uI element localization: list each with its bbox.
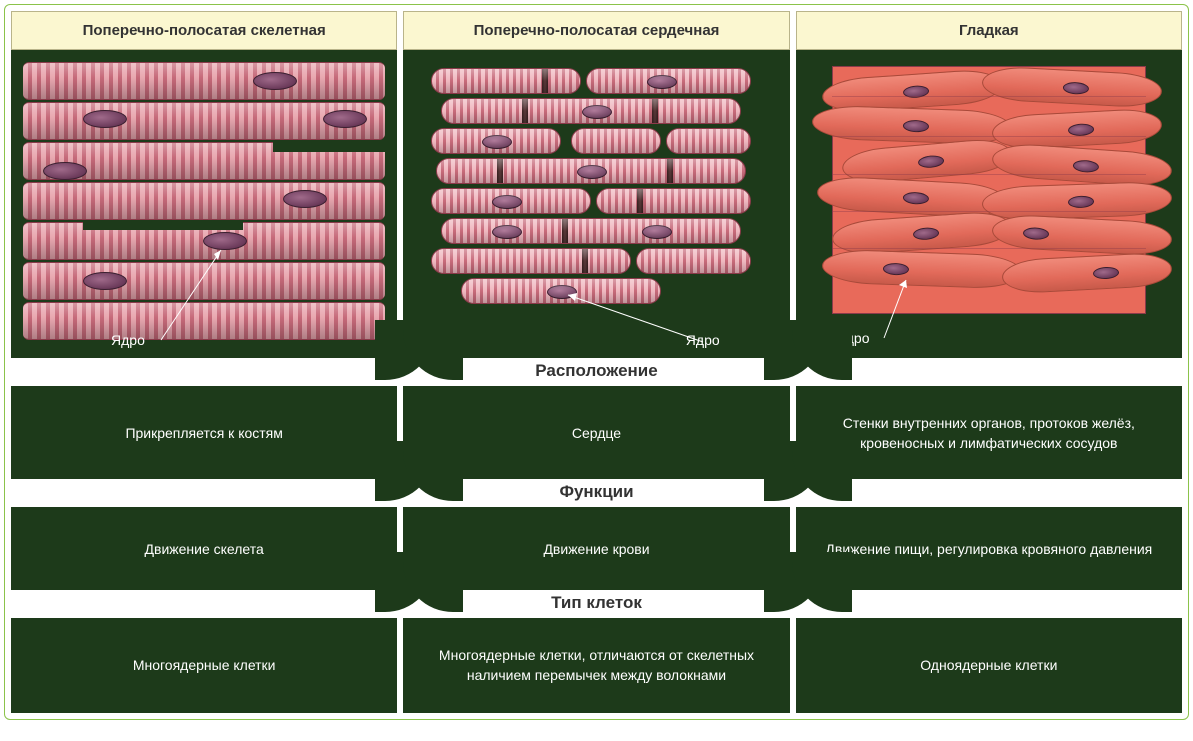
- location-skeletal: Прикрепляется к костям: [11, 386, 397, 481]
- section-functions: Функции: [11, 481, 1182, 507]
- illus-skeletal: Ядро: [11, 50, 397, 360]
- section-location: Расположение: [11, 360, 1182, 386]
- cardiac-nucleus-target: [547, 285, 577, 299]
- row-celltype: Многоядерные клетки Многоядерные клетки,…: [11, 618, 1182, 713]
- functions-smooth: Движение пищи, регулировка кровяного дав…: [796, 507, 1182, 592]
- illus-smooth: Ядро: [796, 50, 1182, 360]
- section-title-functions: Функции: [11, 479, 1182, 507]
- section-title-location: Расположение: [11, 358, 1182, 386]
- functions-skeletal: Движение скелета: [11, 507, 397, 592]
- col-header-skeletal: Поперечно-полосатая скелетная: [11, 11, 397, 50]
- location-smooth: Стенки внутренних органов, протоков желё…: [796, 386, 1182, 481]
- illustration-row: Ядро: [11, 50, 1182, 360]
- celltype-skeletal: Многоядерные клетки: [11, 618, 397, 713]
- infographic-frame: Поперечно-полосатая скелетная Поперечно-…: [4, 4, 1189, 720]
- header-row: Поперечно-полосатая скелетная Поперечно-…: [11, 11, 1182, 50]
- smooth-nucleus-near: [1022, 227, 1049, 240]
- section-title-celltype: Тип клеток: [11, 590, 1182, 618]
- nucleus-label-cardiac: Ядро: [686, 332, 720, 348]
- illus-cardiac: Ядро: [403, 50, 789, 360]
- skeletal-nucleus-target: [203, 232, 247, 250]
- smooth-nucleus-target: [882, 263, 908, 276]
- section-celltype: Тип клеток: [11, 592, 1182, 618]
- nucleus-label-skeletal: Ядро: [111, 332, 145, 348]
- col-header-smooth: Гладкая: [796, 11, 1182, 50]
- row-functions: Движение скелета Движение крови Движение…: [11, 507, 1182, 592]
- celltype-smooth: Одноядерные клетки: [796, 618, 1182, 713]
- col-header-cardiac: Поперечно-полосатая сердечная: [403, 11, 789, 50]
- row-location: Прикрепляется к костям Сердце Стенки вну…: [11, 386, 1182, 481]
- celltype-cardiac: Многоядерные клетки, отличаются от скеле…: [403, 618, 789, 713]
